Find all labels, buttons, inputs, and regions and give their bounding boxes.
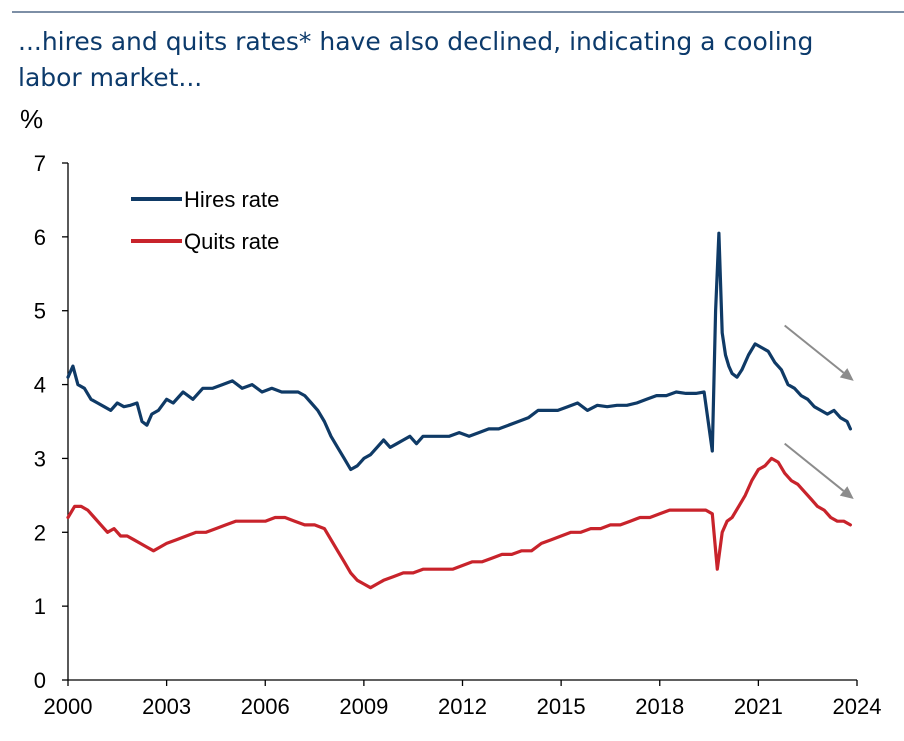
x-tick-label: 2009 [339,694,388,719]
series-lines [66,231,853,590]
y-tick-label: 1 [34,594,46,619]
trend-arrow-shaft [784,442,845,492]
x-tick-label: 2015 [537,694,586,719]
legend: Hires rate Quits rate [131,187,279,254]
x-tick-label: 2018 [635,694,684,719]
chart-title: ...hires and quits rates* have also decl… [18,27,814,92]
y-tick-label: 7 [34,151,46,176]
y-tick-label: 0 [34,668,46,693]
x-tick-label: 2003 [142,694,191,719]
hires-rate-line [66,231,853,472]
y-tick-label: 3 [34,446,46,471]
x-tick-label: 2012 [438,694,487,719]
x-tick-label: 2006 [241,694,290,719]
x-tick-label: 2000 [44,694,93,719]
y-axis-unit: % [20,104,44,134]
legend-label: Hires rate [184,187,279,212]
y-tick-label: 2 [34,520,46,545]
trend-arrow-head [839,368,854,381]
trend-arrow-shaft [784,324,845,374]
x-tick-label: 2024 [833,694,882,719]
trend-arrow-head [839,486,854,500]
y-tick-label: 4 [34,373,46,398]
x-tick-label: 2021 [734,694,783,719]
trend-arrows [784,324,854,500]
y-tick-label: 6 [34,225,46,250]
y-tick-label: 5 [34,299,46,324]
top-rule [12,11,904,13]
axes: 0 1 2 3 4 5 6 7 2000 2003 2006 2009 2012 2015 2018 2021… [34,151,882,719]
legend-label: Quits rate [184,229,279,254]
quits-rate-line [66,456,853,590]
